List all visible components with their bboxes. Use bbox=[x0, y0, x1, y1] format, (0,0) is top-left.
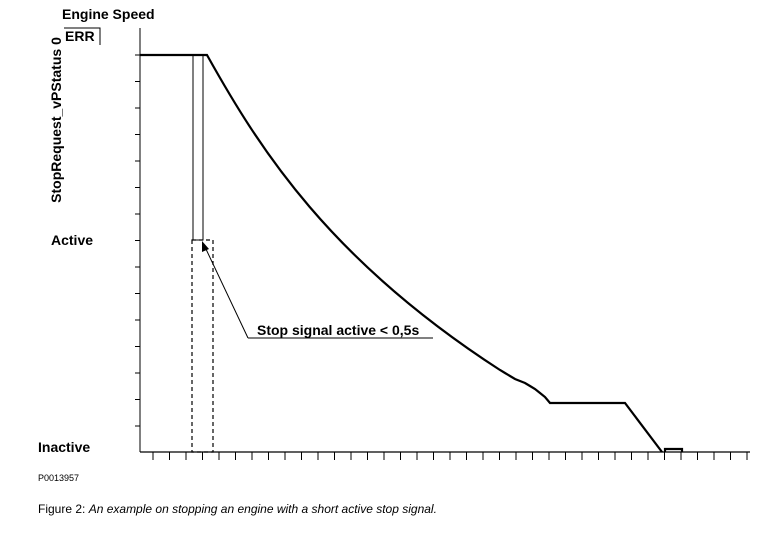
caption-number: Figure 2: bbox=[38, 502, 85, 516]
figure-id: P0013957 bbox=[38, 473, 79, 483]
annotation: Stop signal active < 0,5s bbox=[257, 322, 419, 338]
arrow-line bbox=[204, 246, 249, 339]
err-box bbox=[64, 27, 101, 45]
level-active: Active bbox=[51, 232, 93, 248]
active-signal bbox=[192, 54, 204, 241]
level-inactive: Inactive bbox=[38, 439, 90, 455]
caption-text: An example on stopping an engine with a … bbox=[88, 502, 437, 516]
engine-speed-curve bbox=[140, 53, 684, 453]
title: Engine Speed bbox=[62, 6, 155, 22]
axes bbox=[135, 28, 750, 460]
y-axis-label: StopRequest_vPStatus 0 bbox=[48, 37, 64, 203]
arrow-head bbox=[202, 241, 209, 252]
caption: Figure 2: An example on stopping an engi… bbox=[38, 502, 437, 516]
level-err: ERR bbox=[65, 28, 95, 44]
stop-window bbox=[191, 239, 214, 453]
